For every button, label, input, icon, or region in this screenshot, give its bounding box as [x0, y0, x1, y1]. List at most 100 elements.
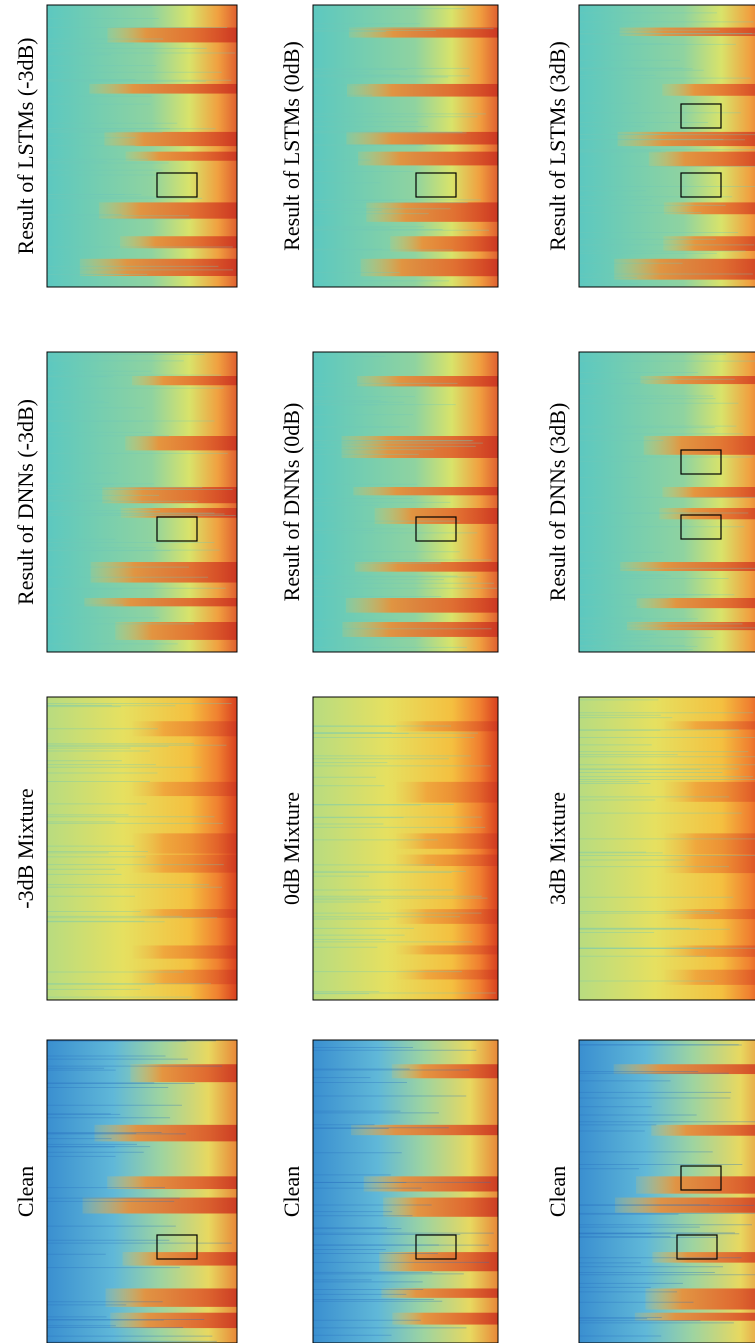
spectrogram-band — [664, 945, 755, 957]
spectrogram-band — [107, 1176, 237, 1190]
spectrogram-band — [664, 833, 755, 855]
spectrogram-band — [663, 202, 755, 215]
highlight-box — [680, 449, 722, 475]
spectrogram-band — [102, 487, 237, 504]
highlight-box — [676, 1234, 718, 1260]
spectrogram-band — [363, 1176, 498, 1192]
spectrogram-band — [652, 1252, 755, 1263]
spectrogram-band — [636, 598, 755, 609]
highlight-box — [156, 1234, 198, 1260]
highlight-box — [680, 172, 722, 198]
spectrogram-band — [132, 945, 237, 959]
highlight-box — [680, 103, 722, 129]
spectrogram-band — [396, 909, 498, 924]
spectrogram-band — [89, 83, 237, 94]
spectrogram-band — [353, 487, 498, 496]
panel-title: Clean — [279, 1166, 304, 1217]
spectrogram-band — [342, 622, 498, 637]
panel-frame — [312, 351, 499, 653]
spectrogram-band — [664, 969, 755, 985]
spectrogram-band — [396, 969, 498, 980]
spectrogram-band — [615, 1197, 755, 1213]
spectrogram-band — [390, 236, 498, 252]
panel-frame — [312, 4, 499, 288]
spectrogram — [46, 1039, 238, 1343]
spectrogram-band — [662, 83, 755, 96]
spectrogram-band — [391, 1064, 498, 1079]
spectrogram-band — [346, 131, 498, 145]
spectrogram — [578, 4, 755, 288]
spectrogram-band — [120, 236, 237, 249]
spectrogram-band — [664, 909, 755, 920]
spectrogram-band — [125, 436, 237, 451]
spectrogram-band — [664, 854, 755, 874]
spectrogram-band — [104, 131, 237, 147]
highlight-box — [415, 1234, 457, 1260]
panel-title: -3dB Mixture — [13, 788, 38, 908]
panel-title: Result of DNNs (0dB) — [279, 403, 304, 602]
spectrogram — [578, 351, 755, 653]
spectrogram-band — [354, 562, 498, 572]
panel-title: Result of LSTMs (-3dB) — [13, 38, 38, 255]
spectrogram-band — [396, 854, 498, 867]
spectrogram-band — [94, 1124, 237, 1142]
spectrogram-band — [132, 909, 237, 918]
spectrogram — [312, 696, 499, 1001]
spectrogram-band — [381, 1288, 498, 1298]
spectrogram-band — [664, 781, 755, 802]
spectrogram — [312, 1039, 499, 1343]
spectrogram — [46, 351, 238, 653]
highlight-box — [156, 172, 198, 198]
spectrogram-band — [396, 781, 498, 803]
spectrogram-band — [664, 721, 755, 730]
spectrogram-band — [357, 376, 498, 387]
panel-frame — [46, 4, 238, 288]
spectrogram — [578, 1039, 755, 1343]
spectrogram-band — [619, 27, 755, 36]
spectrogram-band — [82, 1197, 238, 1214]
spectrogram-band — [396, 833, 498, 849]
spectrogram-band — [620, 562, 755, 571]
highlight-box — [156, 516, 198, 542]
highlight-box — [415, 516, 457, 542]
spectrogram-band — [132, 969, 237, 985]
panel-title: Clean — [13, 1166, 38, 1217]
spectrogram-band — [107, 27, 238, 43]
panel-title: Clean — [545, 1166, 570, 1217]
spectrogram — [46, 4, 238, 288]
spectrogram-band — [105, 1288, 237, 1307]
spectrogram-band — [341, 436, 498, 458]
panel-title: Result of LSTMs (3dB) — [545, 41, 570, 251]
panel-frame — [46, 696, 238, 1001]
spectrogram-band — [648, 151, 755, 167]
spectrogram — [312, 4, 499, 288]
spectrogram-band — [663, 236, 755, 251]
spectrogram-band — [645, 1288, 755, 1310]
spectrogram-band — [120, 508, 237, 518]
spectrogram-band — [626, 622, 755, 631]
spectrogram — [578, 696, 755, 1001]
spectrogram-band — [132, 721, 237, 737]
spectrogram-band — [613, 1064, 755, 1075]
spectrogram-band — [351, 1124, 498, 1136]
spectrogram-band — [383, 1197, 498, 1217]
highlight-box — [680, 514, 722, 540]
spectrogram-band — [640, 376, 755, 385]
spectrogram-band — [132, 781, 237, 797]
spectrogram-band — [130, 1064, 237, 1083]
spectrogram-band — [614, 258, 755, 280]
spectrogram — [46, 696, 238, 1001]
spectrogram-band — [392, 1312, 498, 1325]
spectrogram-band — [79, 258, 237, 277]
panel-title: Result of DNNs (3dB) — [545, 403, 570, 602]
panel-title: 3dB Mixture — [545, 792, 570, 905]
spectrogram-band — [90, 562, 238, 583]
panel-frame — [578, 4, 755, 288]
spectrogram-band — [115, 622, 237, 640]
spectrogram-band — [132, 833, 237, 854]
panel-title: Result of LSTMs (0dB) — [279, 41, 304, 251]
spectrogram-band — [345, 598, 498, 613]
spectrogram-band — [348, 27, 498, 38]
spectrogram-band — [617, 131, 755, 147]
